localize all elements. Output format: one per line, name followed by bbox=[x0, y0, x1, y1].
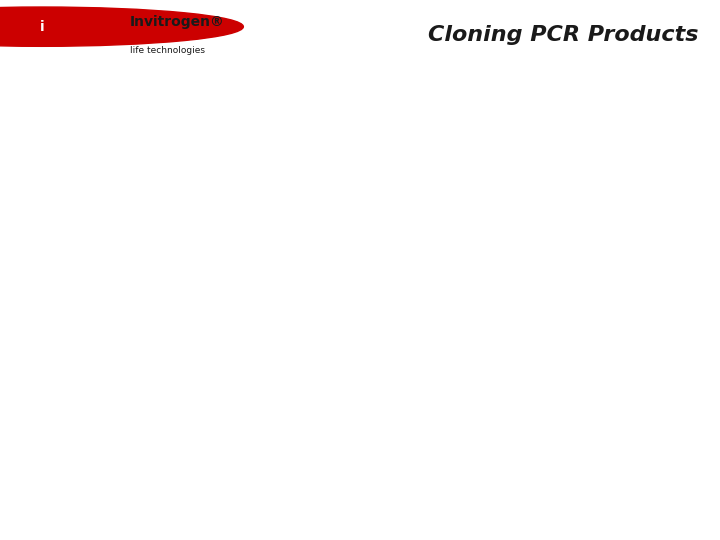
Text: 38: 38 bbox=[248, 239, 261, 248]
Text: ᵃ DNA mini-prep analysis: ᵃ DNA mini-prep analysis bbox=[80, 410, 202, 420]
Text: 10: 10 bbox=[338, 188, 351, 199]
Text: 683: 683 bbox=[460, 239, 480, 248]
Text: 115: 115 bbox=[335, 308, 355, 318]
Text: 38: 38 bbox=[248, 204, 261, 214]
Text: 252.5: 252.5 bbox=[330, 377, 360, 387]
Text: Colonies/ml
Transformation¹: Colonies/ml Transformation¹ bbox=[423, 111, 517, 133]
Text: ² After overnight incubation: ² After overnight incubation bbox=[80, 456, 215, 466]
Text: 38: 38 bbox=[248, 342, 261, 353]
Text: 10/10ᵃ: 10/10ᵃ bbox=[603, 161, 637, 172]
Text: 1223: 1223 bbox=[456, 154, 483, 164]
Circle shape bbox=[0, 7, 243, 46]
Text: 15: 15 bbox=[248, 224, 261, 233]
Text: 38: 38 bbox=[248, 170, 261, 179]
Text: 173: 173 bbox=[335, 342, 355, 353]
Text: 15: 15 bbox=[248, 188, 261, 199]
Text: 0.26: 0.26 bbox=[143, 161, 166, 172]
Text: 3: 3 bbox=[342, 154, 348, 164]
Text: Invitrogen®: Invitrogen® bbox=[130, 16, 225, 30]
Text: 10/10ᵃ: 10/10ᵃ bbox=[603, 300, 637, 310]
Text: 69: 69 bbox=[338, 327, 351, 337]
Text: 42 (201²): 42 (201²) bbox=[446, 377, 494, 387]
Text: 7.5: 7.5 bbox=[337, 170, 354, 179]
Text: 15: 15 bbox=[683, 522, 695, 532]
Text: 2815: 2815 bbox=[456, 170, 483, 179]
Text: 14: 14 bbox=[338, 224, 351, 233]
Text: life technologies: life technologies bbox=[130, 46, 204, 55]
Text: 16 (112²): 16 (112²) bbox=[446, 362, 494, 372]
Text: 38: 38 bbox=[248, 308, 261, 318]
Text: 15: 15 bbox=[248, 154, 261, 164]
Text: 54 (463²): 54 (463²) bbox=[446, 342, 494, 353]
Text: 15/16: 15/16 bbox=[605, 369, 635, 380]
Text: 1447: 1447 bbox=[456, 204, 483, 214]
Text: Correct
Clones/Total
Clones Examined: Correct Clones/Total Clones Examined bbox=[570, 110, 670, 144]
Text: 15: 15 bbox=[248, 293, 261, 302]
Text: 47/50: 47/50 bbox=[605, 335, 635, 345]
Text: 6.9: 6.9 bbox=[147, 335, 163, 345]
Text: 10.1: 10.1 bbox=[143, 369, 166, 380]
Text: 9/10ᵃ: 9/10ᵃ bbox=[606, 266, 634, 275]
Text: i: i bbox=[40, 19, 44, 33]
Text: Cloning PCR Products: Cloning PCR Products bbox=[428, 25, 698, 45]
Text: 34: 34 bbox=[338, 258, 351, 268]
Text: 35: 35 bbox=[338, 239, 351, 248]
Text: 46: 46 bbox=[338, 293, 351, 302]
Text: 85: 85 bbox=[338, 273, 351, 283]
Text: 7.5: 7.5 bbox=[247, 362, 264, 372]
Text: 38: 38 bbox=[248, 273, 261, 283]
Text: 4.6: 4.6 bbox=[147, 300, 163, 310]
Text: 48/50: 48/50 bbox=[605, 231, 635, 241]
Text: 15: 15 bbox=[248, 327, 261, 337]
Text: 271: 271 bbox=[460, 224, 480, 233]
Text: 190: 190 bbox=[460, 293, 480, 302]
Text: 15: 15 bbox=[248, 258, 261, 268]
Text: 37.5: 37.5 bbox=[243, 377, 266, 387]
Text: PCR DNA
(fmol): PCR DNA (fmol) bbox=[229, 111, 281, 133]
Text: PCR DNA
(ng): PCR DNA (ng) bbox=[319, 111, 371, 133]
Text: 1.4: 1.4 bbox=[147, 231, 163, 241]
Text: 976: 976 bbox=[460, 273, 480, 283]
Text: 507: 507 bbox=[460, 188, 480, 199]
Text: Size (kb): Size (kb) bbox=[129, 117, 181, 127]
Text: 25: 25 bbox=[338, 204, 351, 214]
Text: 50.5: 50.5 bbox=[333, 362, 356, 372]
Text: 1.0: 1.0 bbox=[147, 197, 163, 206]
Text: ¹ pUC = 10⁸ CFU/ml: ¹ pUC = 10⁸ CFU/ml bbox=[80, 438, 176, 448]
Text: 478: 478 bbox=[460, 258, 480, 268]
Text: 195: 195 bbox=[460, 308, 480, 318]
Text: 30 (235²): 30 (235²) bbox=[446, 327, 494, 337]
Text: 49/50: 49/50 bbox=[605, 197, 635, 206]
Text: 3.4: 3.4 bbox=[147, 266, 163, 275]
